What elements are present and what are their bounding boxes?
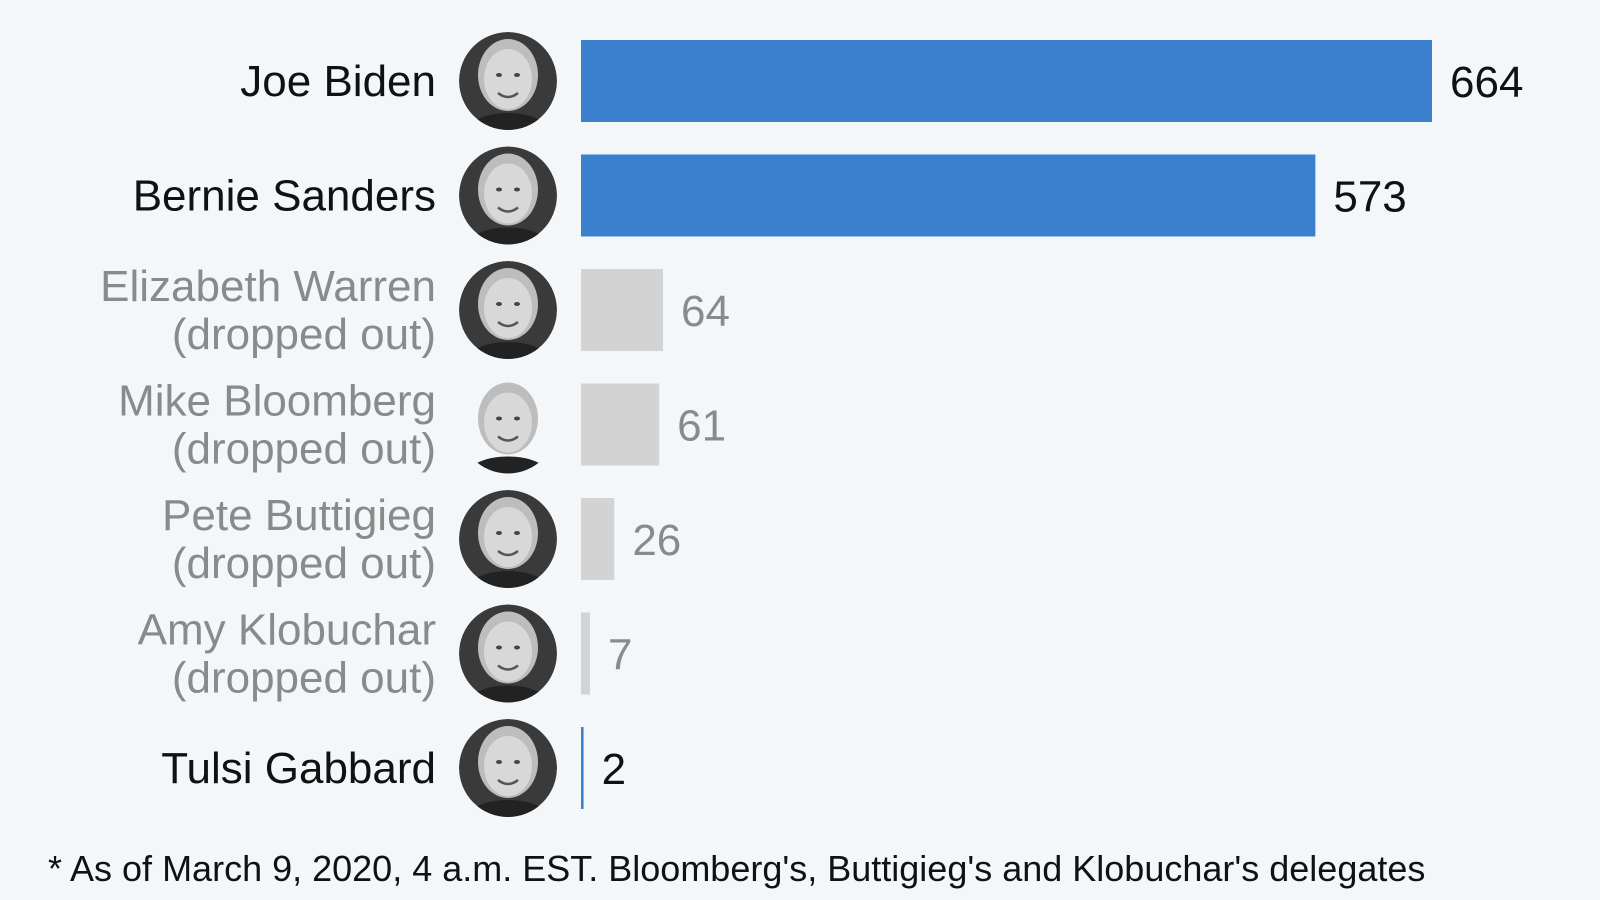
chart-row: Elizabeth Warren(dropped out) 64 bbox=[100, 261, 730, 359]
bernie-sanders-portrait bbox=[459, 146, 557, 245]
candidate-name-label: Elizabeth Warren bbox=[100, 262, 436, 311]
bar bbox=[581, 40, 1432, 122]
bar bbox=[581, 727, 584, 809]
candidate-status-label: (dropped out) bbox=[172, 425, 436, 474]
elizabeth-warren-portrait bbox=[459, 261, 557, 359]
candidate-name-label: Tulsi Gabbard bbox=[161, 744, 436, 793]
value-label: 2 bbox=[602, 745, 626, 794]
candidate-status-label: (dropped out) bbox=[172, 539, 436, 588]
chart-row: Tulsi Gabbard 2 bbox=[161, 719, 626, 817]
candidate-status-label: (dropped out) bbox=[172, 654, 436, 703]
candidate-name-label: Pete Buttigieg bbox=[162, 491, 436, 540]
joe-biden-portrait bbox=[459, 32, 557, 130]
chart-row: Pete Buttigieg(dropped out) 26 bbox=[162, 490, 681, 588]
footnote: * As of March 9, 2020, 4 a.m. EST. Bloom… bbox=[48, 848, 1426, 889]
value-label: 26 bbox=[632, 516, 681, 565]
value-label: 61 bbox=[677, 402, 726, 451]
pete-buttigieg-portrait bbox=[459, 490, 557, 588]
bar bbox=[581, 154, 1316, 237]
amy-klobuchar-portrait bbox=[459, 604, 557, 703]
mike-bloomberg-portrait bbox=[459, 375, 557, 474]
value-label: 7 bbox=[608, 631, 632, 680]
chart-row: Bernie Sanders 573 bbox=[133, 146, 1407, 245]
bar bbox=[581, 612, 590, 695]
chart-row: Mike Bloomberg(dropped out) 61 bbox=[118, 375, 726, 474]
candidate-name-label: Amy Klobuchar bbox=[138, 606, 436, 655]
chart-row: Joe Biden 664 bbox=[240, 32, 1523, 130]
value-label: 64 bbox=[681, 287, 730, 336]
bar bbox=[581, 269, 664, 351]
chart-row: Amy Klobuchar(dropped out) 7 bbox=[138, 604, 632, 703]
candidate-name-label: Mike Bloomberg bbox=[118, 377, 436, 426]
bar bbox=[581, 498, 615, 580]
tulsi-gabbard-portrait bbox=[459, 719, 557, 817]
value-label: 573 bbox=[1333, 173, 1406, 222]
candidate-status-label: (dropped out) bbox=[172, 310, 436, 359]
value-label: 664 bbox=[1450, 58, 1523, 107]
candidate-name-label: Joe Biden bbox=[240, 57, 436, 106]
bar bbox=[581, 383, 660, 466]
candidate-name-label: Bernie Sanders bbox=[133, 172, 436, 221]
